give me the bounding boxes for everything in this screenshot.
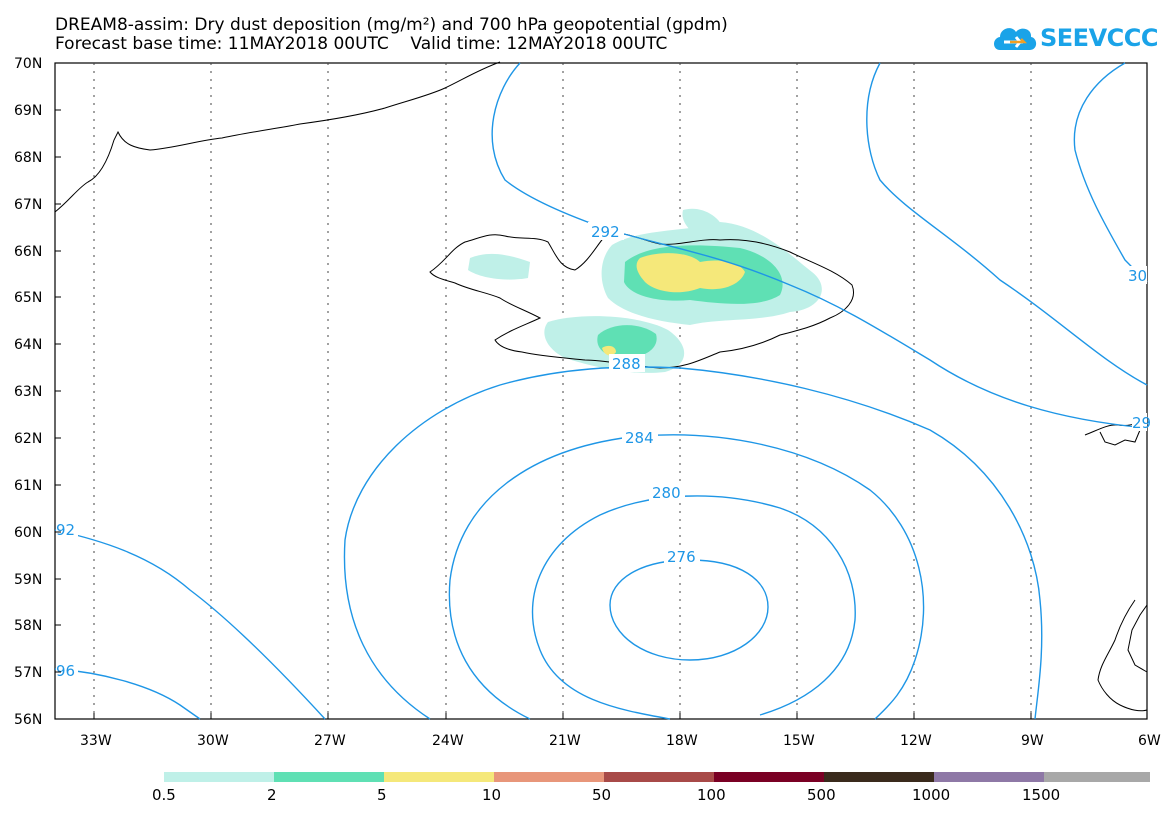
contour-label-296-east: 29 — [1132, 414, 1151, 432]
dust-deposition-field — [468, 208, 822, 373]
lon-label: 18W — [666, 733, 698, 749]
lat-label: 56N — [14, 712, 42, 728]
map-frame — [54, 62, 1148, 720]
lon-label: 27W — [314, 733, 346, 749]
legend-label: 5 — [377, 786, 387, 804]
contour-label-288: 288 — [612, 355, 641, 373]
lon-label: 15W — [783, 733, 815, 749]
contour-label-292-west: 92 — [56, 521, 75, 539]
longitude-ticks — [93, 713, 1032, 719]
grid-lines — [93, 63, 1032, 719]
contour-label-300-east: 30 — [1128, 267, 1147, 285]
logo-text: SEEVCCC — [1040, 24, 1159, 52]
lat-label: 66N — [14, 244, 42, 260]
lat-label: 69N — [14, 103, 42, 119]
legend-swatch — [274, 772, 384, 782]
lon-label: 9W — [1021, 733, 1044, 749]
longitude-labels: 33W 30W 27W 24W 21W 18W 15W 12W 9W 6W — [80, 733, 1161, 749]
coastlines — [54, 61, 1148, 712]
lon-label: 24W — [432, 733, 464, 749]
contour-label-280: 280 — [652, 484, 681, 502]
legend-label: 0.5 — [152, 786, 176, 804]
lat-label: 61N — [14, 478, 42, 494]
contour-label-292: 292 — [591, 223, 620, 241]
legend-swatch — [384, 772, 494, 782]
lat-label: 70N — [14, 56, 42, 72]
contour-label-276: 276 — [667, 548, 696, 566]
lat-label: 59N — [14, 572, 42, 588]
legend-swatch — [494, 772, 604, 782]
latitude-labels: 70N 69N 68N 67N 66N 65N 64N 63N 62N 61N … — [14, 56, 42, 728]
lat-label: 68N — [14, 150, 42, 166]
seevccc-logo: SEEVCCC — [990, 20, 1160, 60]
legend-label: 1000 — [912, 786, 950, 804]
color-legend: 0.5 2 5 10 50 100 500 1000 1500 — [152, 772, 1150, 804]
legend-swatch — [714, 772, 824, 782]
legend-label: 100 — [697, 786, 726, 804]
lon-label: 12W — [900, 733, 932, 749]
legend-label: 500 — [807, 786, 836, 804]
lon-label: 30W — [197, 733, 229, 749]
lat-label: 58N — [14, 618, 42, 634]
map-title: DREAM8-assim: Dry dust deposition (mg/m²… — [55, 15, 728, 35]
contour-labels: 292 288 284 280 276 92 96 30 29 — [56, 222, 1151, 680]
cloud-arrow-icon — [994, 28, 1037, 50]
legend-label: 1500 — [1022, 786, 1060, 804]
lon-label: 21W — [549, 733, 581, 749]
lat-label: 57N — [14, 665, 42, 681]
lon-label: 33W — [80, 733, 112, 749]
lat-label: 67N — [14, 197, 42, 213]
lat-label: 63N — [14, 384, 42, 400]
legend-swatch — [164, 772, 274, 782]
latitude-ticks — [55, 109, 61, 673]
legend-swatch — [1044, 772, 1150, 782]
map-subtitle: Forecast base time: 11MAY2018 00UTC Vali… — [55, 34, 668, 54]
legend-swatch — [604, 772, 714, 782]
lat-label: 60N — [14, 525, 42, 541]
contour-label-296-west: 96 — [56, 662, 75, 680]
legend-swatch — [824, 772, 934, 782]
legend-swatch — [934, 772, 1044, 782]
legend-label: 50 — [592, 786, 611, 804]
lon-label: 6W — [1138, 733, 1161, 749]
contour-label-284: 284 — [625, 429, 654, 447]
lat-label: 64N — [14, 337, 42, 353]
legend-label: 10 — [482, 786, 501, 804]
legend-label: 2 — [267, 786, 277, 804]
lat-label: 65N — [14, 290, 42, 306]
lat-label: 62N — [14, 431, 42, 447]
